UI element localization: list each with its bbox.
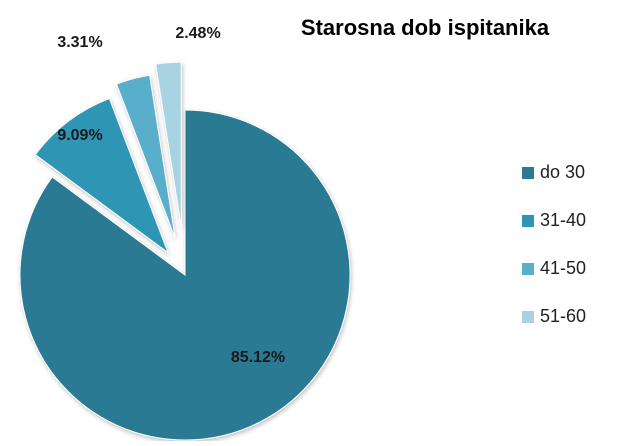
legend-label-41-50: 41-50 [540, 258, 586, 278]
slice-labels: 85.12% 9.09% 3.31% 2.48% [57, 25, 285, 366]
legend-label-51-60: 51-60 [540, 306, 586, 326]
legend-swatch-do-30 [522, 167, 534, 179]
legend-swatch-31-40 [522, 215, 534, 227]
slice-label-do-30: 85.12% [231, 349, 285, 366]
legend-label-31-40: 31-40 [540, 210, 586, 230]
legend: do 30 31-40 41-50 51-60 [522, 162, 586, 326]
pie-slice-41-50 [115, 74, 176, 239]
slice-label-31-40: 9.09% [57, 127, 102, 144]
slice-label-41-50: 3.31% [57, 34, 102, 51]
legend-swatch-41-50 [522, 263, 534, 275]
slice-label-51-60: 2.48% [175, 25, 220, 42]
chart-title: Starosna dob ispitanika [301, 15, 550, 40]
legend-label-do-30: do 30 [540, 162, 585, 182]
pie-slice-do-30 [19, 109, 351, 441]
legend-swatch-51-60 [522, 311, 534, 323]
pie-slice-31-40 [34, 97, 170, 255]
pie-slice-51-60 [155, 61, 182, 228]
pie-slices [19, 61, 351, 441]
